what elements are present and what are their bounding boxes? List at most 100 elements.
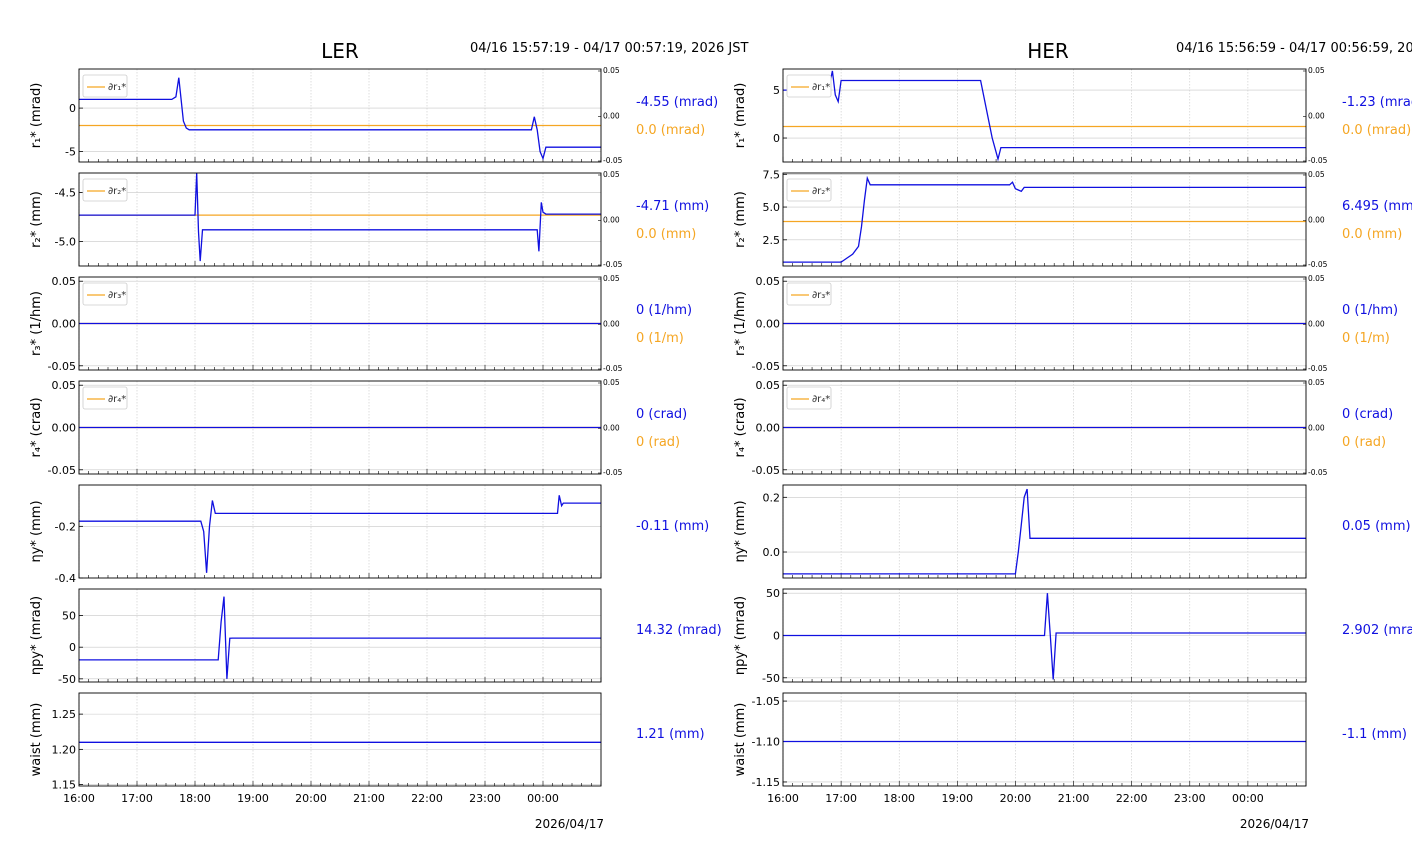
time-range-her: 04/16 15:56:59 - 04/17 00:56:59, 2026 JS… (1176, 41, 1412, 56)
legend-box (82, 178, 128, 202)
value-readout-delta: 0.0 (mrad) (1342, 123, 1411, 138)
panel-her-1: 5 0 0.05 0.00 -0.05 ∂r₁* r₁* (mrad) -1.23 (mrad… (733, 66, 1412, 165)
date-label: 2026/04/17 (535, 817, 604, 831)
right-tick-label: -0.05 (1308, 156, 1328, 165)
value-readout: -1.1 (mm) (1342, 727, 1407, 742)
right-tick-label: 0.00 (1308, 320, 1325, 329)
right-tick-label: 0.00 (603, 112, 620, 121)
y-tick-label: 2.5 (763, 234, 781, 247)
y-axis-label: r₁* (mrad) (29, 83, 44, 149)
right-tick-label: 0.05 (1308, 170, 1325, 179)
y-tick-label: 1.20 (52, 743, 77, 756)
value-readout-delta: 0 (1/m) (1342, 331, 1390, 346)
value-readout-delta: 0.0 (mrad) (636, 123, 705, 138)
legend-label: ∂r₄* (108, 394, 126, 405)
panel-her-4: 0.05 0.00 -0.05 0.05 0.00 -0.05 ∂r₄* r₄* (crad)… (733, 378, 1393, 477)
panel-frame (78, 484, 602, 579)
y-tick-label: 50 (62, 610, 76, 623)
value-readout: -4.71 (mm) (636, 199, 709, 214)
y-axis-label: r₂* (mm) (29, 191, 44, 248)
legend-box (82, 74, 128, 98)
right-tick-label: 0.00 (603, 320, 620, 329)
right-tick-label: 0.05 (603, 274, 620, 283)
y-tick-label: 5 (773, 84, 780, 97)
y-tick-label: 0.05 (756, 379, 781, 392)
right-tick-label: 0.00 (1308, 216, 1325, 225)
series-line (79, 596, 601, 679)
x-tick-label: 17:00 (121, 792, 153, 805)
legend-label: ∂r₁* (812, 82, 830, 93)
panel-frame (78, 380, 602, 475)
panel-frame (782, 68, 1307, 163)
x-tick-label: 19:00 (237, 792, 269, 805)
y-tick-label: -1.05 (752, 695, 780, 708)
y-tick-label: -0.2 (55, 520, 76, 533)
x-tick-label: 17:00 (825, 792, 857, 805)
right-tick-label: -0.05 (603, 260, 623, 269)
x-tick-label: 22:00 (411, 792, 443, 805)
y-axis-label: ηy* (mm) (29, 500, 44, 562)
y-tick-label: -0.05 (48, 464, 76, 477)
y-tick-label: 0 (773, 132, 780, 145)
series-line (79, 172, 601, 262)
value-readout: 14.32 (mrad) (636, 623, 722, 638)
right-tick-label: 0.05 (1308, 274, 1325, 283)
y-axis-label: r₂* (mm) (733, 191, 748, 248)
value-readout: 0 (1/hm) (1342, 303, 1398, 318)
right-tick-label: 0.05 (1308, 378, 1325, 387)
y-tick-label: -1.10 (752, 736, 780, 749)
y-tick-label: -5 (65, 146, 76, 159)
y-tick-label: 0.05 (756, 275, 781, 288)
y-axis-label: r₃* (1/hm) (733, 291, 748, 356)
value-readout: 0 (crad) (636, 407, 687, 422)
y-axis-label: ηpy* (mrad) (29, 596, 44, 675)
y-axis-label: waist (mm) (29, 703, 44, 777)
y-tick-label: 0.00 (756, 422, 781, 435)
x-tick-label: 20:00 (1000, 792, 1032, 805)
series-line (783, 70, 1306, 162)
panel-frame (782, 692, 1307, 787)
value-readout: 0 (1/hm) (636, 303, 692, 318)
y-tick-label: 1.25 (52, 708, 77, 721)
x-tick-label: 19:00 (941, 792, 973, 805)
y-tick-label: 0.0 (763, 546, 781, 559)
legend-label: ∂r₂* (812, 186, 830, 197)
y-tick-label: -0.05 (752, 360, 780, 373)
right-tick-label: 0.00 (1308, 112, 1325, 121)
panel-frame (78, 276, 602, 371)
legend-label: ∂r₃* (812, 290, 830, 301)
panel-frame (78, 692, 602, 787)
legend-label: ∂r₂* (108, 186, 126, 197)
panel-ler-2: -4.5 -5.0 0.05 0.00 -0.05 ∂r₂* r₂* (mm) -4.71 (… (29, 170, 709, 269)
panel-ler-4: 0.05 0.00 -0.05 0.05 0.00 -0.05 ∂r₄* r₄* (crad)… (29, 378, 687, 477)
right-tick-label: 0.05 (603, 170, 620, 179)
right-tick-label: -0.05 (1308, 468, 1328, 477)
y-axis-label: waist (mm) (733, 703, 748, 777)
x-tick-label: 16:00 (767, 792, 799, 805)
value-readout: 0 (crad) (1342, 407, 1393, 422)
y-tick-label: 0.00 (52, 422, 77, 435)
y-tick-label: 0.2 (763, 491, 781, 504)
x-tick-label: 21:00 (1058, 792, 1090, 805)
value-readout: -4.55 (mrad) (636, 95, 718, 110)
y-axis-label: r₄* (crad) (733, 397, 748, 457)
right-tick-label: -0.05 (603, 156, 623, 165)
panel-ler-5: -0.2 -0.4 ηy* (mm) -0.11 (mm) (29, 484, 709, 585)
legend-box (82, 386, 128, 410)
y-axis-label: ηpy* (mrad) (733, 596, 748, 675)
value-readout-delta: 0.0 (mm) (1342, 227, 1402, 242)
y-tick-label: -4.5 (55, 187, 76, 200)
series-line (79, 77, 601, 161)
x-tick-label: 00:00 (1232, 792, 1264, 805)
y-tick-label: -0.05 (48, 360, 76, 373)
y-tick-label: 0 (773, 630, 780, 643)
panel-ler-3: 0.05 0.00 -0.05 0.05 0.00 -0.05 ∂r₃* r₃* (1/hm)… (29, 274, 692, 373)
legend-box (786, 282, 832, 306)
right-tick-label: -0.05 (603, 468, 623, 477)
panel-ler-6: 50 0 -50 ηpy* (mrad) 14.32 (mrad) (29, 588, 722, 686)
series-line (783, 175, 1306, 263)
y-tick-label: 0 (69, 641, 76, 654)
y-tick-label: -0.05 (752, 464, 780, 477)
panel-her-2: 7.5 5.0 2.5 0.05 0.00 -0.05 ∂r₂* r₂* (mm) 6.495 … (733, 168, 1412, 269)
value-readout-delta: 0 (1/m) (636, 331, 684, 346)
